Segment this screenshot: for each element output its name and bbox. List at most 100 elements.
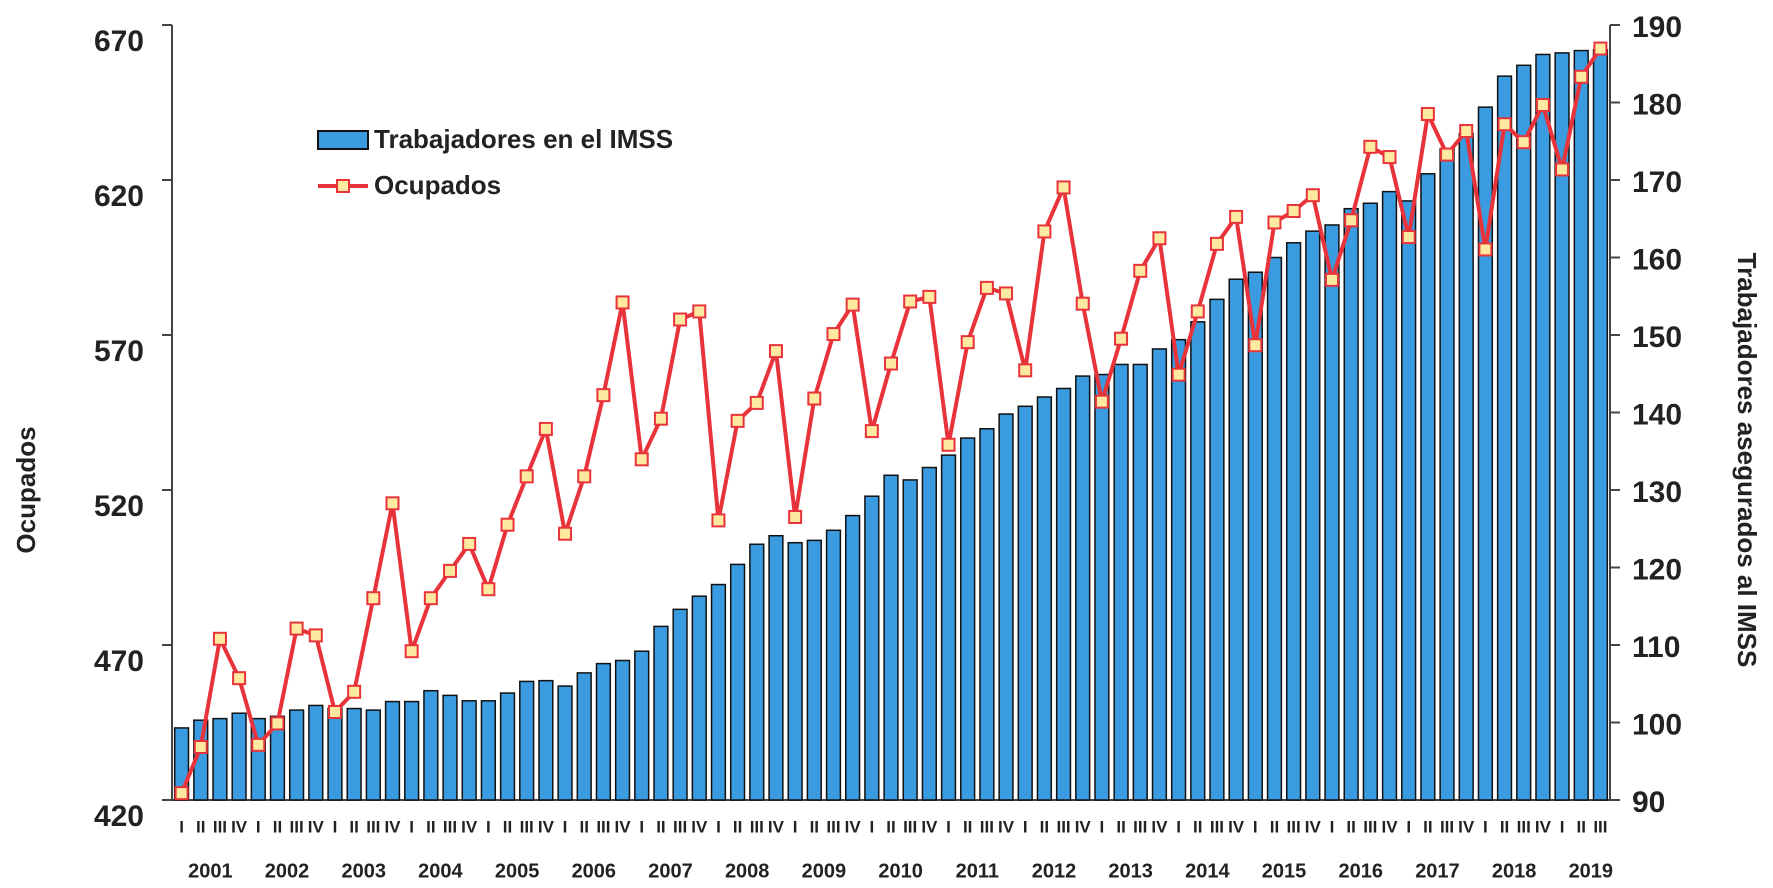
line-marker (884, 356, 898, 371)
quarter-label: I (409, 817, 414, 836)
line-marker (979, 280, 994, 295)
y-tick-label: 470 (94, 645, 144, 678)
bar (1535, 53, 1551, 801)
year-label: 2013 (1108, 860, 1153, 882)
quarter-label: I (486, 817, 491, 836)
bar (1401, 200, 1417, 801)
year-label: 2008 (725, 860, 770, 882)
bar (346, 707, 362, 801)
bar (442, 694, 458, 801)
line-marker (903, 294, 918, 309)
bar (480, 700, 497, 801)
bar (288, 709, 305, 801)
quarter-label: III (1440, 817, 1454, 836)
line-marker (1574, 69, 1589, 84)
bar (921, 466, 937, 801)
quarter-label: III (520, 817, 534, 836)
quarter-label: II (1116, 817, 1125, 836)
line-marker (1114, 331, 1129, 346)
bar (1228, 278, 1244, 801)
quarter-label: I (716, 817, 721, 836)
line-marker (1440, 147, 1455, 162)
year-label: 2006 (572, 860, 617, 882)
bar (1592, 49, 1609, 801)
bar (940, 454, 957, 801)
quarter-label: III (1517, 817, 1531, 836)
quarter-label: I (1176, 817, 1181, 836)
quarter-label: II (1500, 817, 1509, 836)
bar (1113, 363, 1129, 801)
quarter-label: III (750, 817, 764, 836)
bar (998, 413, 1014, 801)
bar (729, 563, 746, 801)
quarter-label: III (1363, 817, 1377, 836)
line-marker (327, 704, 342, 719)
bar (519, 680, 535, 801)
quarter-label: II (1577, 817, 1586, 836)
line-marker (558, 526, 573, 541)
line-marker (1382, 150, 1397, 165)
y2-tick-label: 150 (1632, 321, 1682, 354)
line-marker (404, 644, 419, 659)
y2-tick-label: 190 (1632, 11, 1682, 44)
bar (806, 539, 822, 801)
quarter-label: IV (615, 817, 632, 836)
quarter-label: IV (384, 817, 401, 836)
line-marker (1229, 209, 1244, 224)
bar (1151, 348, 1168, 801)
y2-tick-label: 120 (1632, 553, 1682, 586)
year-label: 2003 (341, 860, 386, 882)
line-marker (1535, 97, 1550, 112)
quarter-label: I (1023, 817, 1028, 836)
line-marker (807, 391, 822, 406)
line-marker (845, 297, 860, 312)
quarter-label: I (1100, 817, 1105, 836)
y-tick-label: 520 (94, 490, 144, 523)
line-marker (673, 312, 688, 327)
bar (595, 662, 612, 801)
line-marker (1190, 304, 1205, 319)
bar (538, 679, 554, 801)
line-marker (251, 737, 266, 752)
quarter-label: III (596, 817, 610, 836)
bar (1247, 271, 1263, 801)
line-marker (788, 509, 803, 524)
line-marker (749, 395, 764, 410)
y-tick-label: 420 (94, 800, 144, 833)
line-marker (308, 628, 323, 643)
bar (404, 700, 420, 801)
quarter-label: I (179, 817, 184, 836)
quarter-label: III (980, 817, 994, 836)
bar (384, 700, 401, 801)
line-marker (174, 786, 189, 801)
quarter-label: IV (1151, 817, 1168, 836)
quarter-label: I (639, 817, 644, 836)
quarter-label: III (1593, 817, 1607, 836)
line-marker (615, 295, 630, 310)
quarter-label: I (1560, 817, 1565, 836)
bar (499, 692, 516, 801)
line-marker (500, 517, 515, 532)
year-label: 2012 (1032, 860, 1077, 882)
y-tick-label: 570 (94, 335, 144, 368)
quarter-label: I (1253, 817, 1258, 836)
quarter-label: I (333, 817, 338, 836)
bar (883, 474, 899, 801)
quarter-label: III (673, 817, 687, 836)
bar (1017, 405, 1033, 801)
quarter-label: II (810, 817, 819, 836)
quarter-label: I (869, 817, 874, 836)
quarter-label: I (256, 817, 261, 836)
line-marker (1305, 188, 1320, 203)
line-marker (634, 452, 649, 467)
quarter-label: IV (691, 817, 708, 836)
bar (557, 685, 573, 801)
y-tick-label: 670 (94, 25, 144, 58)
quarter-label: III (443, 817, 457, 836)
quarter-label: II (196, 817, 205, 836)
quarter-label: IV (231, 817, 248, 836)
line-marker (1248, 338, 1263, 353)
bar (308, 704, 324, 801)
y2-tick-label: 90 (1632, 786, 1665, 819)
